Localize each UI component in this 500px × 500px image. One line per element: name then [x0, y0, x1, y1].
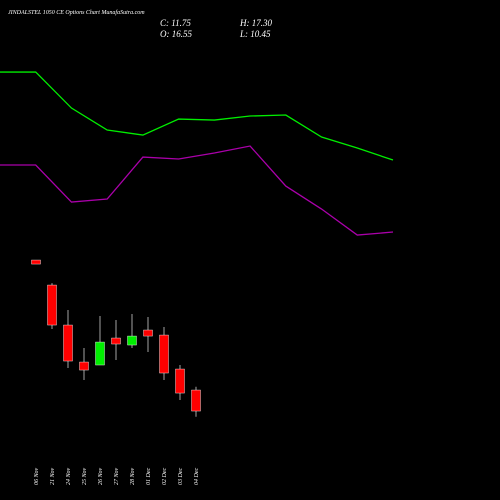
x-tick-label: 03 Dec — [178, 468, 184, 485]
candle-body — [191, 389, 201, 412]
candle-body — [111, 337, 121, 345]
candle-body — [79, 361, 89, 371]
low-label: L: 10.45 — [239, 29, 271, 39]
x-tick-label: 04 Dec — [193, 468, 200, 485]
x-tick-label: 24 Nov — [65, 467, 72, 485]
chart-title: JINDALSTEL 1050 CE Options Chart MunafaS… — [8, 9, 145, 16]
candle-body — [159, 334, 169, 374]
open-label: O: 16.55 — [160, 29, 192, 39]
x-tick-label: 21 Nov — [50, 467, 56, 485]
close-label: C: 11.75 — [160, 18, 191, 28]
x-tick-label: 25 Nov — [82, 467, 88, 485]
x-tick-label: 27 Nov — [114, 467, 120, 485]
candle-body — [127, 335, 137, 346]
candle-body — [31, 259, 41, 265]
candle-body — [63, 324, 73, 362]
high-label: H: 17.30 — [239, 18, 272, 28]
x-tick-label: 02 Dec — [162, 468, 168, 485]
x-tick-label: 28 Nov — [130, 467, 136, 485]
x-tick-label: 06 Nov — [34, 467, 40, 485]
x-tick-label: 26 Nov — [98, 467, 104, 485]
candle-body — [143, 329, 153, 337]
candle-body — [95, 341, 105, 366]
candle-body — [47, 284, 57, 326]
candle-body — [175, 368, 185, 394]
line — [0, 145, 394, 236]
line — [0, 71, 394, 161]
x-tick-label: 01 Dec — [146, 468, 152, 485]
